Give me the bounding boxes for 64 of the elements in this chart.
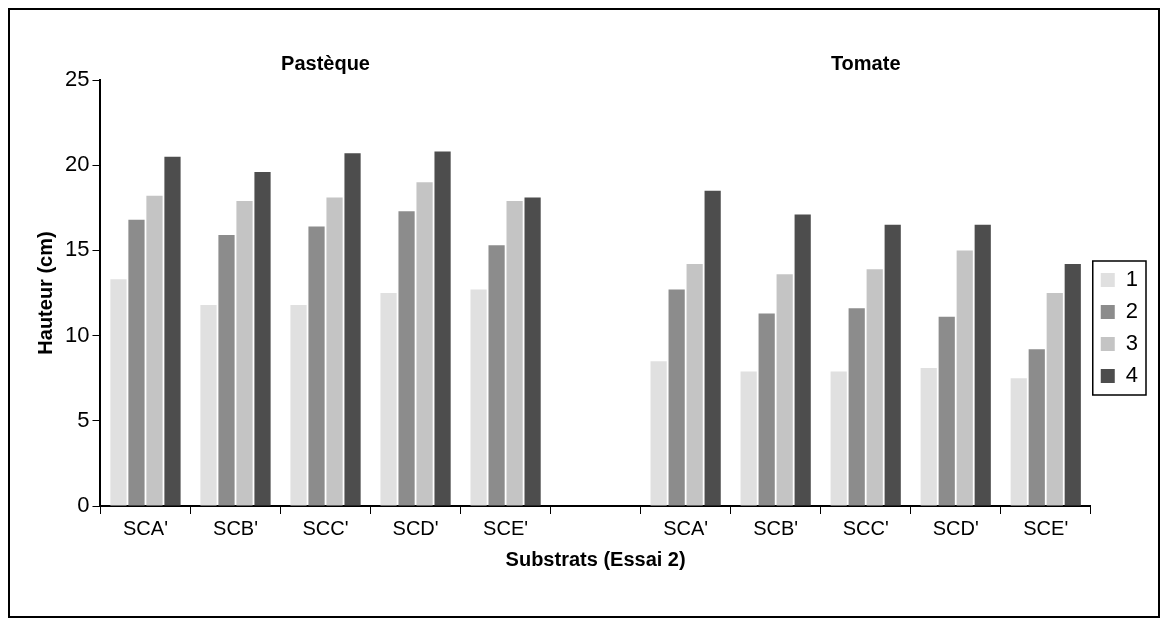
y-tick-label: 15 <box>64 236 90 262</box>
x-tick-label: SCC' <box>302 516 349 539</box>
y-tick-label: 0 <box>77 492 90 518</box>
bar <box>974 224 991 506</box>
bar <box>200 304 217 506</box>
bar <box>254 172 271 506</box>
bar <box>524 197 541 506</box>
bar <box>830 371 847 506</box>
bar <box>308 226 325 506</box>
legend-label: 1 <box>1125 266 1139 292</box>
bar <box>1010 378 1027 506</box>
bar <box>146 195 163 506</box>
bar <box>776 274 793 506</box>
x-tick-label: SCD' <box>392 516 439 539</box>
bar <box>668 289 685 506</box>
bar <box>1028 349 1045 506</box>
bar <box>740 371 757 506</box>
bar <box>290 304 307 506</box>
y-tick-label: 10 <box>64 321 90 347</box>
bar <box>1046 293 1063 506</box>
bar <box>218 235 235 506</box>
bar <box>326 197 343 506</box>
x-tick-label: SCA' <box>663 516 709 539</box>
y-tick-label: 25 <box>64 66 90 92</box>
x-tick-label: SCB' <box>753 516 799 539</box>
bar <box>794 214 811 506</box>
bar <box>920 367 937 506</box>
legend-label: 4 <box>1125 362 1139 388</box>
bar <box>488 245 505 506</box>
bar <box>470 289 487 506</box>
bar <box>398 211 415 506</box>
legend-label: 2 <box>1125 298 1139 324</box>
bar <box>686 264 703 506</box>
x-tick-label: SCB' <box>213 516 258 539</box>
bar <box>164 156 181 506</box>
bar <box>1064 264 1081 506</box>
bar <box>650 361 667 506</box>
x-tick-label: SCE' <box>1023 516 1069 539</box>
bar <box>236 200 253 506</box>
text: Pastèque <box>281 51 371 74</box>
bar <box>956 250 973 506</box>
text: Tomate <box>830 51 901 74</box>
bar <box>416 182 433 506</box>
bar <box>506 200 523 506</box>
x-tick-label: SCD' <box>932 516 979 539</box>
bar <box>110 279 127 506</box>
bar <box>344 153 361 506</box>
y-axis-title: Hauteur (cm) <box>33 231 56 355</box>
x-tick-label: SCC' <box>842 516 889 539</box>
bar <box>128 219 145 506</box>
bar <box>866 269 883 506</box>
bar <box>380 293 397 506</box>
bar <box>758 313 775 506</box>
legend-label: 3 <box>1125 330 1139 356</box>
x-tick-label: SCE' <box>483 516 529 539</box>
bar <box>434 151 451 506</box>
bar <box>848 308 865 506</box>
bar <box>938 316 955 506</box>
x-axis-title: Substrats (Essai 2) <box>505 547 686 570</box>
y-tick-label: 20 <box>64 151 90 177</box>
bar <box>884 224 901 506</box>
bar <box>704 190 721 506</box>
y-tick-label: 5 <box>77 406 90 432</box>
x-tick-label: SCA' <box>123 516 168 539</box>
